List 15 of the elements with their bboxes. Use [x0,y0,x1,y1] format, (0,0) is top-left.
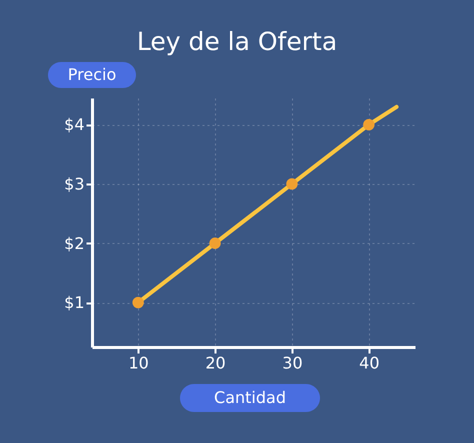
y-axis-title: Precio [68,65,116,84]
point [209,238,221,249]
y-tick-label: $3 [64,174,84,194]
x-tick-label: 20 [205,354,226,372]
chart-title: Ley de la Oferta [136,27,338,56]
x-tick-label: 30 [282,354,303,372]
point [132,296,144,308]
point [286,178,298,190]
point [363,118,375,130]
y-tick-label: $4 [64,115,84,134]
x-tick-label: 40 [359,354,380,372]
x-tick-label: 10 [128,354,149,372]
y-tick-label: $2 [64,234,84,253]
y-tick-label: $1 [64,293,84,312]
x-axis-title: Cantidad [214,388,286,407]
